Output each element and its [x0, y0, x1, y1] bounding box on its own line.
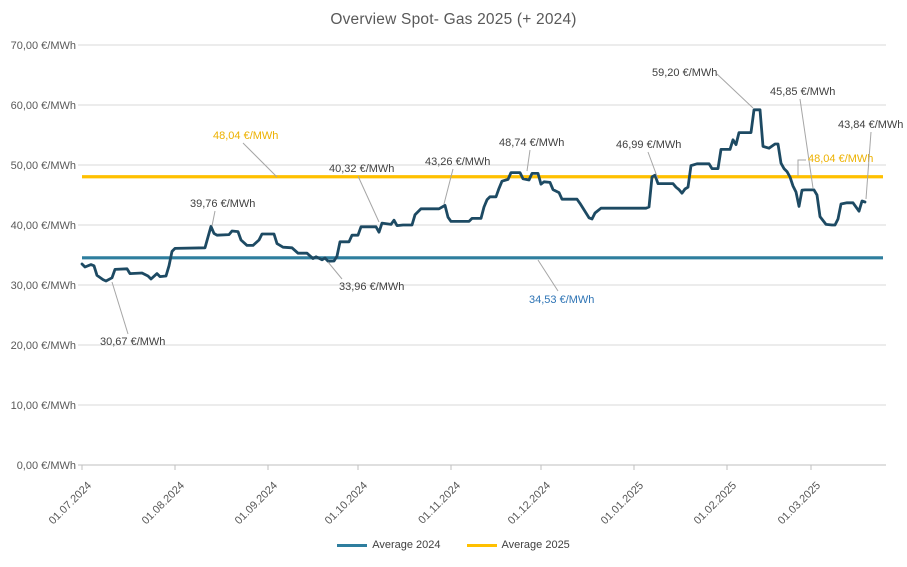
annotation-leader-line: [647, 151, 659, 180]
annotation-leader-line: [865, 131, 872, 200]
annotation-label: 33,96 €/MWh: [339, 281, 404, 293]
y-tick-label: 20,00 €/MWh: [11, 340, 76, 352]
x-tick-label: 01.08.2024: [140, 480, 187, 527]
legend-label-average-2025: Average 2025: [501, 539, 570, 551]
x-tick-label: 01.02.2025: [692, 480, 739, 527]
annotation-label: 40,32 €/MWh: [329, 163, 394, 175]
annotation-label: 43,26 €/MWh: [425, 156, 490, 168]
annotation-leader-line: [716, 73, 754, 109]
annotation-leader-line: [443, 168, 454, 205]
annotation-label: 43,84 €/MWh: [838, 119, 903, 131]
x-tick-label: 01.09.2024: [233, 480, 280, 527]
annotation-label: 48,74 €/MWh: [499, 137, 564, 149]
y-tick-label: 50,00 €/MWh: [11, 160, 76, 172]
chart-title: Overview Spot- Gas 2025 (+ 2024): [330, 11, 577, 28]
x-tick-label: 01.01.2025: [599, 480, 646, 527]
x-tick-label: 01.07.2024: [47, 480, 94, 527]
annotation-label: 46,99 €/MWh: [616, 139, 681, 151]
x-tick-label: 01.10.2024: [323, 480, 370, 527]
y-tick-label: 70,00 €/MWh: [11, 40, 76, 52]
annotation-leader-line: [357, 175, 380, 223]
annotation-label: 30,67 €/MWh: [100, 336, 165, 348]
annotation-leader-line: [211, 210, 216, 227]
annotation-leader-line: [797, 159, 806, 176]
y-tick-label: 10,00 €/MWh: [11, 400, 76, 412]
legend-swatch-average-2024-icon: [337, 543, 368, 547]
annotation-leader-line: [799, 98, 814, 189]
annotation-label: 45,85 €/MWh: [770, 86, 835, 98]
annotation-label: 39,76 €/MWh: [190, 198, 255, 210]
x-tick-label: 01.03.2025: [776, 480, 823, 527]
spot-price-line: [80, 108, 867, 283]
annotation-label: 59,20 €/MWh: [652, 67, 717, 79]
annotation-label: 48,04 €/MWh: [213, 130, 278, 142]
y-tick-label: 30,00 €/MWh: [11, 280, 76, 292]
y-tick-label: 40,00 €/MWh: [11, 220, 76, 232]
x-tick-label: 01.11.2024: [416, 480, 463, 527]
y-tick-label: 60,00 €/MWh: [11, 100, 76, 112]
y-tick-label: 0,00 €/MWh: [17, 460, 76, 472]
legend-label-average-2024: Average 2024: [372, 539, 441, 551]
annotation-label: 48,04 €/MWh: [808, 153, 873, 165]
legend-swatch-average-2025-icon: [466, 543, 497, 547]
legend: Average 2024 Average 2025: [0, 539, 907, 551]
annotation-label: 34,53 €/MWh: [529, 294, 594, 306]
annotation-leader-line: [242, 142, 278, 178]
legend-item-average-2024[interactable]: Average 2024: [337, 539, 441, 551]
annotation-leader-line: [111, 281, 129, 335]
legend-item-average-2025[interactable]: Average 2025: [466, 539, 570, 551]
annotation-leader-line: [537, 259, 559, 292]
annotation-leader-line: [526, 149, 531, 172]
annotation-leader-line: [327, 261, 343, 280]
x-tick-label: 01.12.2024: [506, 480, 553, 527]
